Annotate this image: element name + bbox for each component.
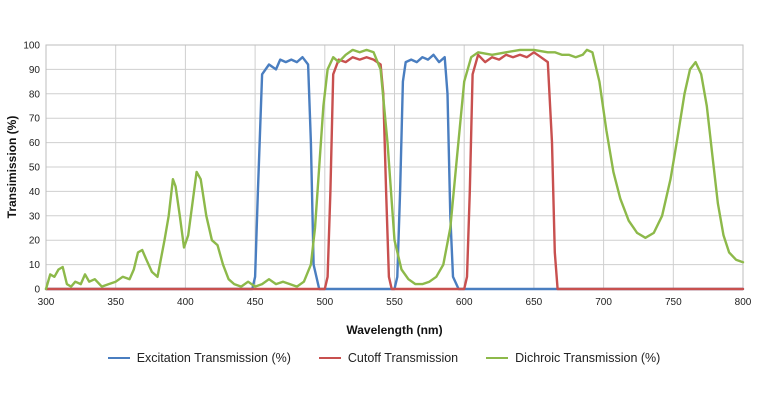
series-line-dichroic — [44, 48, 745, 291]
y-tick-label: 80 — [29, 89, 41, 100]
x-tick-label: 300 — [38, 297, 55, 308]
y-tick-label: 50 — [29, 163, 41, 174]
legend-item-dichroic: Dichroic Transmission (%) — [486, 351, 660, 365]
y-tick-label: 0 — [34, 285, 40, 296]
x-tick-label: 800 — [735, 297, 752, 308]
y-tick-label: 10 — [29, 260, 41, 271]
legend-item-excitation: Excitation Transmission (%) — [107, 351, 291, 365]
y-tick-label: 60 — [29, 138, 41, 149]
y-tick-label: 90 — [29, 65, 41, 76]
legend-swatch-cutoff — [318, 357, 341, 359]
legend-label-excitation: Excitation Transmission (%) — [136, 351, 291, 365]
y-tick-label: 100 — [23, 41, 40, 52]
legend: Excitation Transmission (%) Cutoff Trans… — [0, 351, 768, 365]
legend-label-dichroic: Dichroic Transmission (%) — [515, 351, 661, 365]
x-axis-title: Wavelength (nm) — [346, 323, 442, 337]
x-tick-label: 650 — [526, 297, 543, 308]
x-tick-label: 350 — [107, 297, 124, 308]
y-tick-label: 20 — [29, 236, 41, 247]
x-tick-label: 400 — [177, 297, 194, 308]
y-tick-label: 30 — [29, 211, 41, 222]
x-tick-label: 450 — [247, 297, 264, 308]
legend-label-cutoff: Cutoff Transmission — [347, 351, 459, 365]
series-layer — [44, 48, 745, 291]
x-tick-label: 550 — [386, 297, 403, 308]
x-axis-ticks: 300 350 400 450 500 550 600 650 700 750 800 — [38, 297, 752, 308]
x-tick-label: 500 — [316, 297, 333, 308]
legend-item-cutoff: Cutoff Transmission — [318, 351, 459, 365]
y-axis-title: Transimission (%) — [5, 116, 19, 219]
series-line-cutoff — [44, 51, 745, 291]
grid — [45, 44, 744, 290]
legend-swatch-excitation — [107, 357, 130, 359]
legend-swatch-dichroic — [486, 357, 509, 359]
x-tick-label: 700 — [595, 297, 612, 308]
x-tick-label: 600 — [456, 297, 473, 308]
y-axis-ticks: 0 10 20 30 40 50 60 70 80 90 100 — [23, 41, 40, 296]
y-tick-label: 70 — [29, 114, 41, 125]
x-tick-label: 750 — [665, 297, 682, 308]
y-tick-label: 40 — [29, 187, 41, 198]
